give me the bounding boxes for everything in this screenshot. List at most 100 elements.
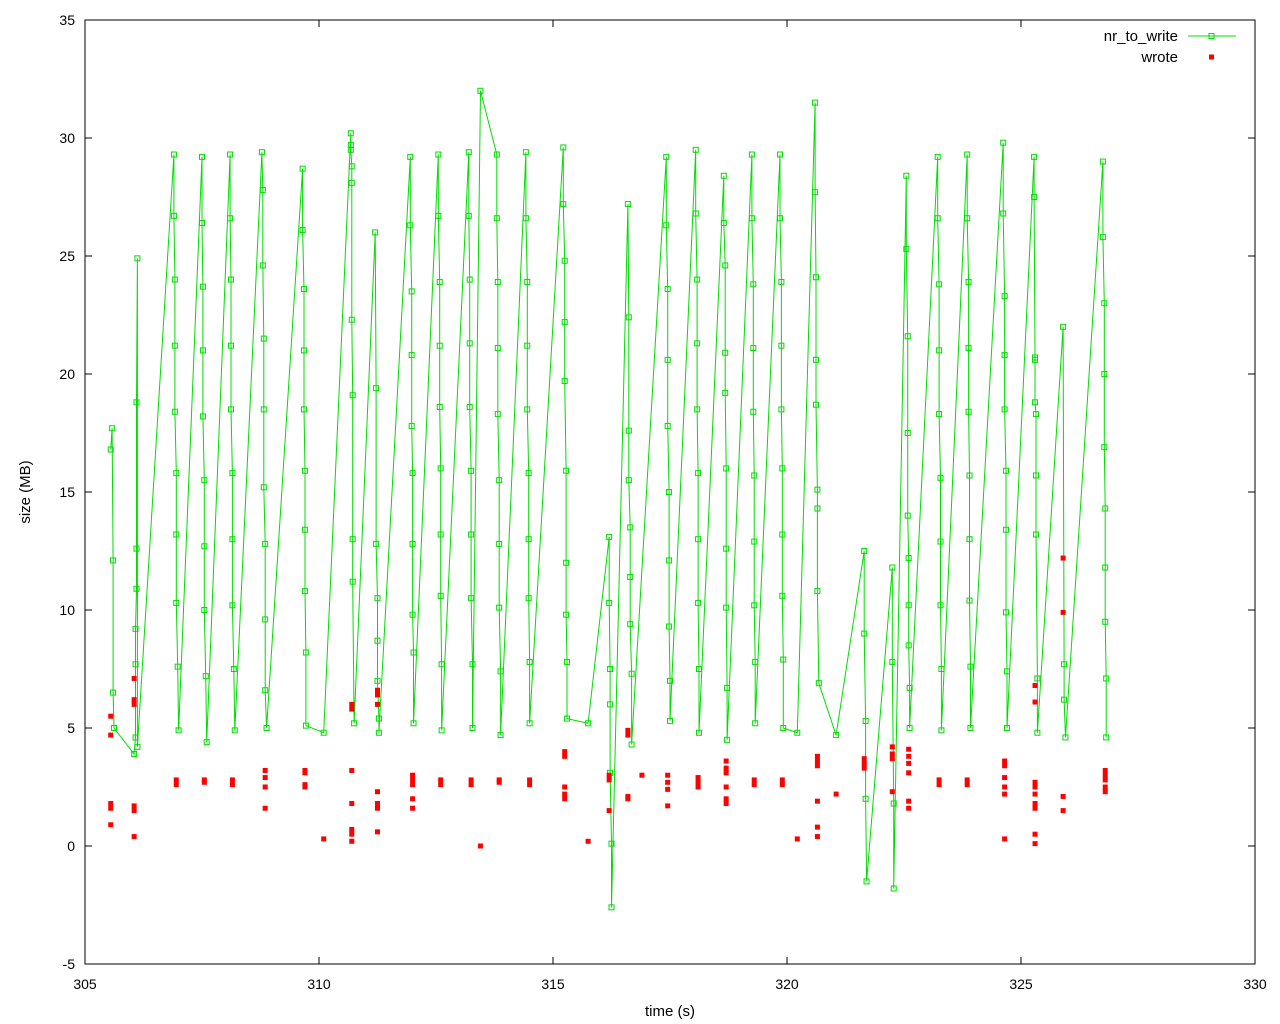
data-point-wrote xyxy=(438,777,444,783)
data-point-nr-to-write xyxy=(778,406,785,413)
data-point-nr-to-write xyxy=(906,725,913,731)
data-point-wrote xyxy=(131,834,137,840)
data-point-nr-to-write xyxy=(372,229,379,236)
y-tick-label: 35 xyxy=(59,12,75,28)
data-point-nr-to-write xyxy=(723,604,730,611)
data-point-nr-to-write xyxy=(301,347,308,354)
data-point-nr-to-write xyxy=(133,399,140,406)
data-point-nr-to-write xyxy=(494,345,501,352)
data-point-nr-to-write xyxy=(373,540,380,547)
data-point-nr-to-write xyxy=(436,342,443,349)
data-point-nr-to-write xyxy=(776,151,783,158)
data-point-wrote xyxy=(723,758,729,764)
data-point-nr-to-write xyxy=(522,149,529,156)
data-point-nr-to-write xyxy=(493,215,500,222)
data-point-nr-to-write xyxy=(1032,411,1039,418)
data-point-wrote xyxy=(229,777,235,783)
data-point-nr-to-write xyxy=(409,470,416,477)
data-point-nr-to-write xyxy=(938,727,945,734)
data-point-wrote xyxy=(606,772,612,778)
data-point-wrote xyxy=(1002,791,1008,797)
data-point-nr-to-write xyxy=(1034,729,1041,736)
data-point-nr-to-write xyxy=(525,536,532,543)
data-point-wrote xyxy=(108,805,114,811)
data-point-nr-to-write xyxy=(722,349,729,356)
data-point-nr-to-write xyxy=(627,524,634,531)
data-point-nr-to-write xyxy=(477,87,484,94)
data-point-nr-to-write xyxy=(259,186,266,193)
data-point-wrote xyxy=(349,801,355,807)
data-point-nr-to-write xyxy=(302,722,309,729)
data-point-wrote xyxy=(814,834,820,840)
data-point-nr-to-write xyxy=(751,472,758,479)
data-point-wrote xyxy=(131,808,137,814)
data-point-nr-to-write xyxy=(965,345,972,352)
data-point-nr-to-write xyxy=(110,689,117,696)
data-point-nr-to-write xyxy=(229,536,236,543)
axis-ticks xyxy=(84,19,1256,965)
data-point-nr-to-write xyxy=(560,144,567,151)
data-point-nr-to-write xyxy=(1034,675,1041,682)
data-point-wrote xyxy=(889,751,895,757)
x-tick-label: 330 xyxy=(1243,976,1267,992)
data-point-nr-to-write xyxy=(904,333,911,340)
data-point-nr-to-write xyxy=(408,422,415,429)
data-point-nr-to-write xyxy=(964,151,971,158)
data-point-nr-to-write xyxy=(1001,293,1008,300)
data-point-nr-to-write xyxy=(409,611,416,618)
data-point-nr-to-write xyxy=(199,347,206,354)
data-point-nr-to-write xyxy=(966,597,973,604)
data-point-nr-to-write xyxy=(889,564,896,571)
data-point-nr-to-write xyxy=(664,356,671,363)
data-point-nr-to-write xyxy=(1061,696,1068,703)
data-point-nr-to-write xyxy=(1032,472,1039,479)
data-point-nr-to-write xyxy=(1103,675,1110,682)
data-point-nr-to-write xyxy=(131,750,138,757)
legend-marker-wrote xyxy=(1209,54,1214,60)
legend: nr_to_write wrote xyxy=(1104,28,1236,66)
data-point-nr-to-write xyxy=(497,732,504,739)
data-point-nr-to-write xyxy=(229,470,236,477)
data-point-wrote xyxy=(625,796,631,802)
data-point-wrote xyxy=(375,692,380,698)
data-point-nr-to-write xyxy=(724,684,731,691)
data-point-nr-to-write xyxy=(1000,139,1007,146)
data-point-nr-to-write xyxy=(625,477,632,484)
data-point-nr-to-write xyxy=(320,729,327,736)
data-point-wrote xyxy=(1002,758,1008,764)
data-point-wrote xyxy=(562,753,568,759)
data-point-nr-to-write xyxy=(262,687,269,694)
data-point-nr-to-write xyxy=(171,276,178,283)
data-point-nr-to-write xyxy=(230,666,237,672)
data-point-nr-to-write xyxy=(260,484,267,491)
data-point-wrote xyxy=(639,772,645,778)
data-point-wrote xyxy=(349,767,355,773)
data-point-nr-to-write xyxy=(890,885,897,892)
data-point-nr-to-write xyxy=(889,658,896,665)
data-point-nr-to-write xyxy=(813,356,820,363)
data-point-wrote xyxy=(751,777,757,783)
data-point-nr-to-write xyxy=(1099,158,1106,165)
data-point-nr-to-write xyxy=(465,149,472,156)
data-point-nr-to-write xyxy=(524,406,531,413)
data-point-wrote xyxy=(606,777,612,783)
data-point-nr-to-write xyxy=(666,489,673,495)
data-point-nr-to-write xyxy=(628,670,635,677)
data-point-wrote xyxy=(751,782,757,788)
data-point-wrote xyxy=(468,777,474,783)
data-point-nr-to-write xyxy=(407,222,414,229)
data-point-nr-to-write xyxy=(780,725,787,731)
data-point-nr-to-write xyxy=(228,276,235,283)
data-point-nr-to-write xyxy=(175,727,182,734)
data-point-nr-to-write xyxy=(1103,734,1110,741)
data-point-nr-to-write xyxy=(493,151,500,158)
data-point-wrote xyxy=(349,706,355,712)
data-point-nr-to-write xyxy=(890,800,897,807)
data-point-wrote xyxy=(108,822,114,828)
data-point-nr-to-write xyxy=(936,347,943,354)
data-point-wrote xyxy=(477,843,483,849)
x-tick-label: 315 xyxy=(541,976,565,992)
data-point-wrote xyxy=(695,784,701,790)
data-point-nr-to-write xyxy=(776,215,783,222)
data-point-nr-to-write xyxy=(724,736,731,743)
